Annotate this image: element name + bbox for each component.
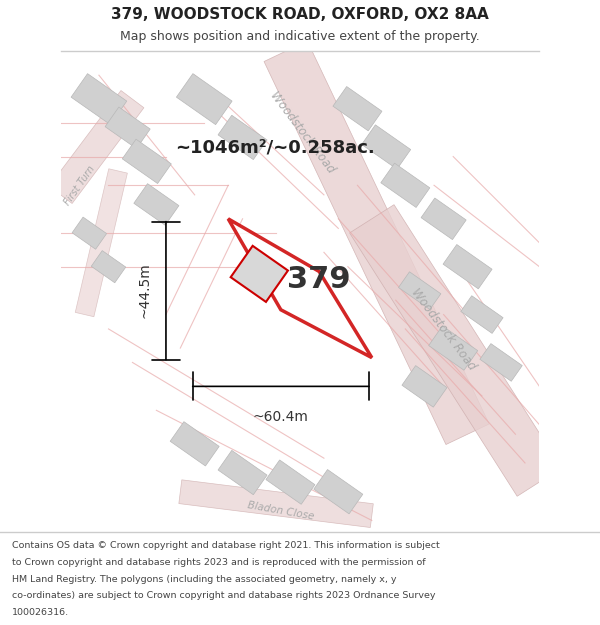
- Text: First Turn: First Turn: [62, 164, 97, 207]
- Polygon shape: [49, 91, 144, 204]
- Polygon shape: [218, 115, 267, 159]
- Polygon shape: [176, 74, 232, 124]
- Polygon shape: [402, 366, 447, 407]
- Polygon shape: [134, 184, 179, 225]
- Text: Bladon Close: Bladon Close: [247, 500, 315, 522]
- Text: ~1046m²/~0.258ac.: ~1046m²/~0.258ac.: [176, 138, 375, 156]
- Polygon shape: [350, 204, 562, 496]
- Polygon shape: [266, 460, 315, 504]
- Text: Contains OS data © Crown copyright and database right 2021. This information is : Contains OS data © Crown copyright and d…: [12, 541, 440, 551]
- Text: Woodstock Road: Woodstock Road: [409, 286, 479, 372]
- Text: co-ordinates) are subject to Crown copyright and database rights 2023 Ordnance S: co-ordinates) are subject to Crown copyr…: [12, 591, 436, 600]
- Text: 379: 379: [287, 266, 351, 294]
- Text: ~60.4m: ~60.4m: [253, 410, 309, 424]
- Polygon shape: [480, 344, 522, 381]
- Polygon shape: [72, 217, 107, 249]
- Polygon shape: [362, 125, 410, 169]
- Polygon shape: [381, 163, 430, 208]
- Text: ~44.5m: ~44.5m: [137, 262, 152, 319]
- Polygon shape: [91, 251, 126, 282]
- Polygon shape: [333, 86, 382, 131]
- Text: 379, WOODSTOCK ROAD, OXFORD, OX2 8AA: 379, WOODSTOCK ROAD, OXFORD, OX2 8AA: [111, 7, 489, 22]
- Polygon shape: [461, 296, 503, 333]
- Polygon shape: [105, 107, 150, 149]
- Polygon shape: [122, 139, 172, 184]
- Polygon shape: [179, 480, 373, 528]
- Text: 100026316.: 100026316.: [12, 608, 69, 617]
- Text: HM Land Registry. The polygons (including the associated geometry, namely x, y: HM Land Registry. The polygons (includin…: [12, 574, 397, 584]
- Text: Map shows position and indicative extent of the property.: Map shows position and indicative extent…: [120, 31, 480, 43]
- Polygon shape: [228, 219, 372, 358]
- Polygon shape: [443, 244, 492, 289]
- Polygon shape: [218, 451, 267, 495]
- Polygon shape: [71, 74, 127, 124]
- Text: to Crown copyright and database rights 2023 and is reproduced with the permissio: to Crown copyright and database rights 2…: [12, 558, 425, 567]
- Polygon shape: [428, 326, 478, 370]
- Polygon shape: [398, 272, 441, 309]
- Polygon shape: [421, 198, 466, 239]
- Polygon shape: [75, 169, 127, 317]
- Polygon shape: [264, 41, 489, 444]
- Polygon shape: [230, 246, 288, 302]
- Text: Woodstock Road: Woodstock Road: [268, 89, 337, 176]
- Polygon shape: [314, 469, 363, 514]
- Polygon shape: [170, 422, 219, 466]
